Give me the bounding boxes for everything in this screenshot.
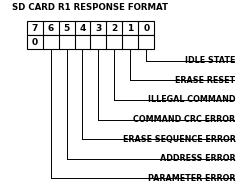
- Bar: [27, 22, 154, 35]
- Text: SD CARD R1 RESPONSE FORMAT: SD CARD R1 RESPONSE FORMAT: [12, 3, 169, 12]
- Text: 4: 4: [79, 24, 86, 33]
- Text: IDLE STATE: IDLE STATE: [185, 56, 235, 65]
- Text: 2: 2: [111, 24, 118, 33]
- Text: 1: 1: [127, 24, 134, 33]
- Text: 6: 6: [48, 24, 54, 33]
- Bar: [27, 35, 154, 49]
- Text: ADDRESS ERROR: ADDRESS ERROR: [160, 154, 235, 163]
- Text: PARAMETER ERROR: PARAMETER ERROR: [148, 174, 235, 183]
- Text: 0: 0: [143, 24, 149, 33]
- Text: 5: 5: [63, 24, 70, 33]
- Text: ILLEGAL COMMAND: ILLEGAL COMMAND: [148, 95, 235, 104]
- Text: ERASE SEQUENCE ERROR: ERASE SEQUENCE ERROR: [123, 135, 235, 144]
- Text: COMMAND CRC ERROR: COMMAND CRC ERROR: [133, 115, 235, 124]
- Text: ERASE RESET: ERASE RESET: [175, 76, 235, 85]
- Text: 7: 7: [31, 24, 38, 33]
- Text: 0: 0: [32, 38, 38, 47]
- Text: 3: 3: [95, 24, 102, 33]
